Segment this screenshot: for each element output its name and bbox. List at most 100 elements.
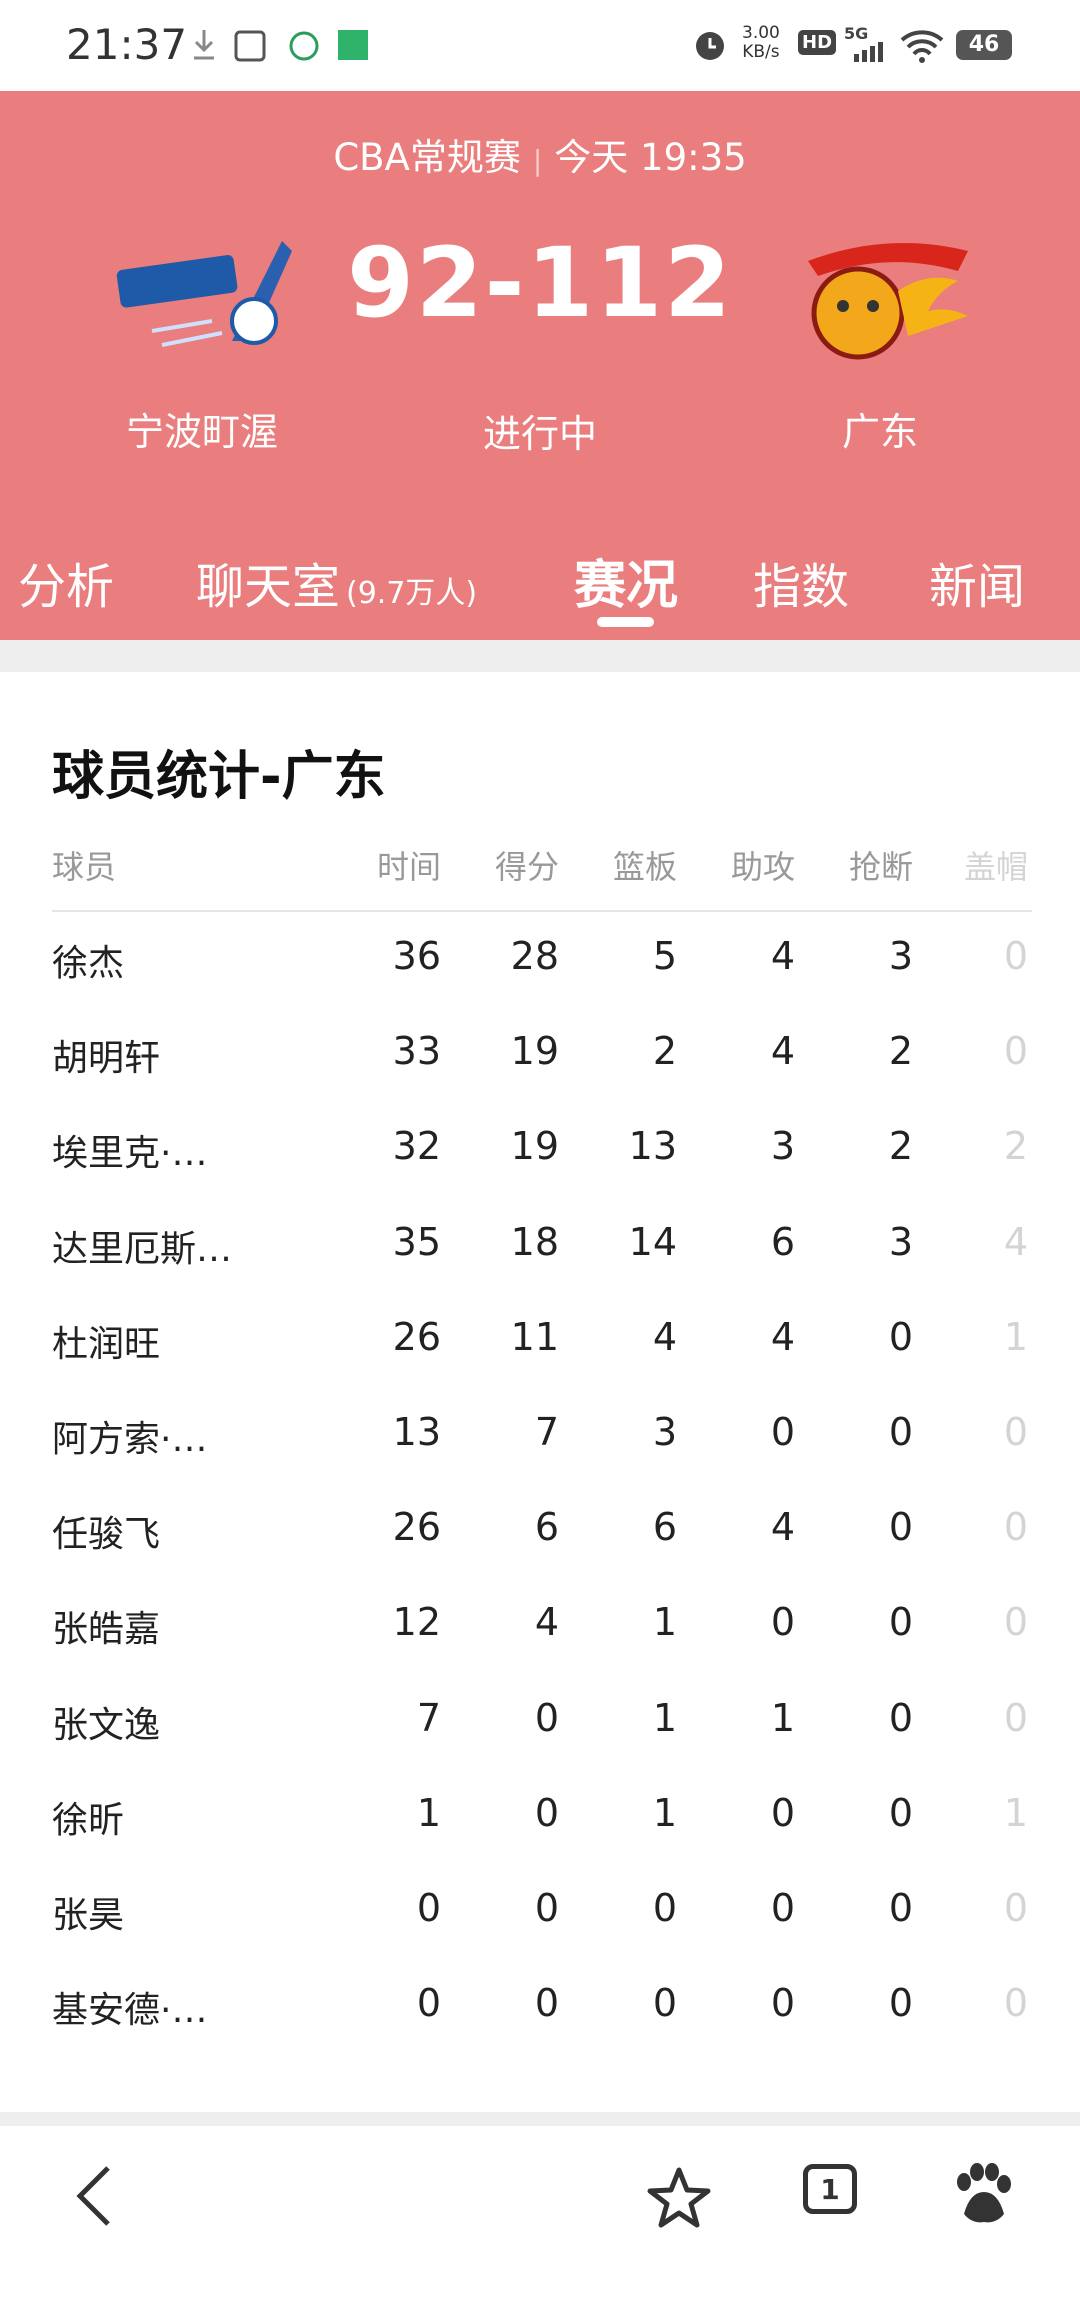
- stat-cell: 4: [652, 1314, 677, 1359]
- stat-cell: 1: [1003, 1790, 1028, 1835]
- speed-value: 3.00: [742, 23, 780, 43]
- favorite-button[interactable]: [646, 2166, 712, 2230]
- stat-cell: 0: [534, 1695, 559, 1740]
- match-info: CBA常规赛 | 今天 19:35: [333, 127, 746, 181]
- player-name: 张文逸: [52, 1704, 161, 1746]
- stat-cell: 2: [1003, 1124, 1028, 1169]
- net-speed: 3.00 KB/s: [742, 24, 780, 62]
- column-header: 篮板: [612, 848, 677, 886]
- start-time: 今天 19:35: [554, 136, 747, 179]
- alarm-icon: [696, 32, 724, 60]
- stat-cell: 0: [534, 1981, 559, 2026]
- separator: [0, 2112, 1080, 2126]
- tabs-button[interactable]: 1: [803, 2164, 857, 2214]
- stat-cell: 14: [628, 1219, 677, 1264]
- player-name: 达里厄斯…: [52, 1228, 233, 1270]
- stat-cell: 3: [652, 1410, 677, 1454]
- league: CBA常规赛: [333, 136, 521, 179]
- stat-cell: 0: [1003, 1981, 1028, 2026]
- table-title: 球员统计-广东: [52, 747, 386, 807]
- stat-cell: 1: [1003, 1314, 1028, 1359]
- stat-cell: 3: [888, 1219, 913, 1264]
- baidu-button[interactable]: [950, 2162, 1014, 2228]
- separator: |: [532, 144, 543, 177]
- stat-cell: 7: [416, 1695, 441, 1740]
- stat-cell: 0: [1003, 1505, 1028, 1550]
- stat-cell: 1: [652, 1790, 677, 1835]
- match-header: CBA常规赛 | 今天 19:35 92-112 宁波町渥 进行中 广东 分析 聊天…: [0, 91, 1080, 640]
- stat-cell: 13: [392, 1410, 441, 1454]
- wifi-icon: [900, 30, 944, 63]
- stat-cell: 0: [1003, 1695, 1028, 1740]
- stat-cell: 0: [770, 1410, 795, 1454]
- stat-cell: 5: [652, 934, 677, 978]
- player-name: 张昊: [52, 1895, 125, 1936]
- header-divider: [52, 910, 1032, 912]
- tab[interactable]: 新闻: [928, 559, 1026, 615]
- stat-cell: 0: [1003, 934, 1028, 978]
- away-team: 广东: [841, 410, 919, 454]
- tab-indicator: [597, 617, 654, 627]
- notification-icons: [194, 30, 368, 62]
- player-name: 基安德·…: [52, 1990, 208, 2032]
- home-logo[interactable]: [112, 221, 302, 361]
- tab-active[interactable]: 赛况: [573, 556, 679, 616]
- back-button[interactable]: [72, 2164, 122, 2228]
- player-name: 阿方索·…: [52, 1419, 208, 1460]
- stat-cell: 11: [510, 1314, 559, 1359]
- tab[interactable]: 指数: [752, 559, 850, 615]
- stat-cell: 6: [770, 1219, 795, 1264]
- score: 92-112: [347, 227, 733, 339]
- stat-cell: 7: [534, 1410, 559, 1454]
- stat-cell: 0: [888, 1314, 913, 1359]
- player-name: 张皓嘉: [52, 1609, 161, 1651]
- stat-cell: 6: [652, 1505, 677, 1550]
- bottom-nav: 1: [0, 2126, 1080, 2313]
- stat-cell: 26: [392, 1505, 441, 1550]
- stat-cell: 32: [392, 1124, 441, 1169]
- hd-badge: HD: [798, 30, 837, 55]
- stat-cell: 0: [1003, 1886, 1028, 1930]
- stat-cell: 26: [392, 1314, 441, 1359]
- tab[interactable]: 分析: [18, 559, 115, 615]
- stat-cell: 0: [534, 1886, 559, 1930]
- player-name: 埃里克·…: [52, 1133, 208, 1175]
- stat-cell: 4: [770, 1314, 795, 1359]
- home-team: 宁波町渥: [125, 410, 279, 454]
- column-header: 抢断: [848, 848, 913, 886]
- stat-cell: 4: [770, 934, 795, 978]
- stat-cell: 2: [652, 1029, 677, 1074]
- stat-cell: 3: [888, 934, 913, 978]
- speed-unit: KB/s: [742, 42, 780, 62]
- clock: 21:37: [66, 20, 188, 69]
- signal-icon: [854, 42, 883, 62]
- stat-cell: 19: [510, 1029, 559, 1074]
- stat-cell: 0: [888, 1790, 913, 1835]
- away-logo[interactable]: [798, 231, 974, 361]
- stat-cell: 36: [392, 934, 441, 978]
- separator: [0, 640, 1080, 672]
- player-name: 任骏飞: [52, 1514, 161, 1556]
- stat-cell: 0: [888, 1600, 913, 1645]
- stat-cell: 0: [888, 1410, 913, 1454]
- stat-cell: 0: [770, 1600, 795, 1645]
- tab[interactable]: 聊天室 (9.7万人): [196, 547, 477, 617]
- stat-cell: 0: [1003, 1600, 1028, 1645]
- stat-cell: 33: [392, 1029, 441, 1074]
- player-name: 胡明轩: [52, 1038, 161, 1080]
- tab-label[interactable]: 聊天室: [196, 559, 341, 615]
- column-header: 球员: [52, 848, 117, 886]
- stat-cell: 4: [1003, 1219, 1028, 1264]
- battery: 46: [956, 30, 1012, 60]
- stat-cell: 0: [416, 1886, 441, 1930]
- stat-cell: 0: [888, 1505, 913, 1550]
- stat-cell: 2: [888, 1124, 913, 1169]
- column-header: 得分: [494, 848, 559, 886]
- stat-cell: 1: [416, 1790, 441, 1835]
- network-type: 5G: [844, 24, 869, 43]
- stat-cell: 2: [888, 1029, 913, 1074]
- stat-cell: 0: [888, 1981, 913, 2026]
- stat-cell: 6: [534, 1505, 559, 1550]
- stat-cell: 0: [770, 1790, 795, 1835]
